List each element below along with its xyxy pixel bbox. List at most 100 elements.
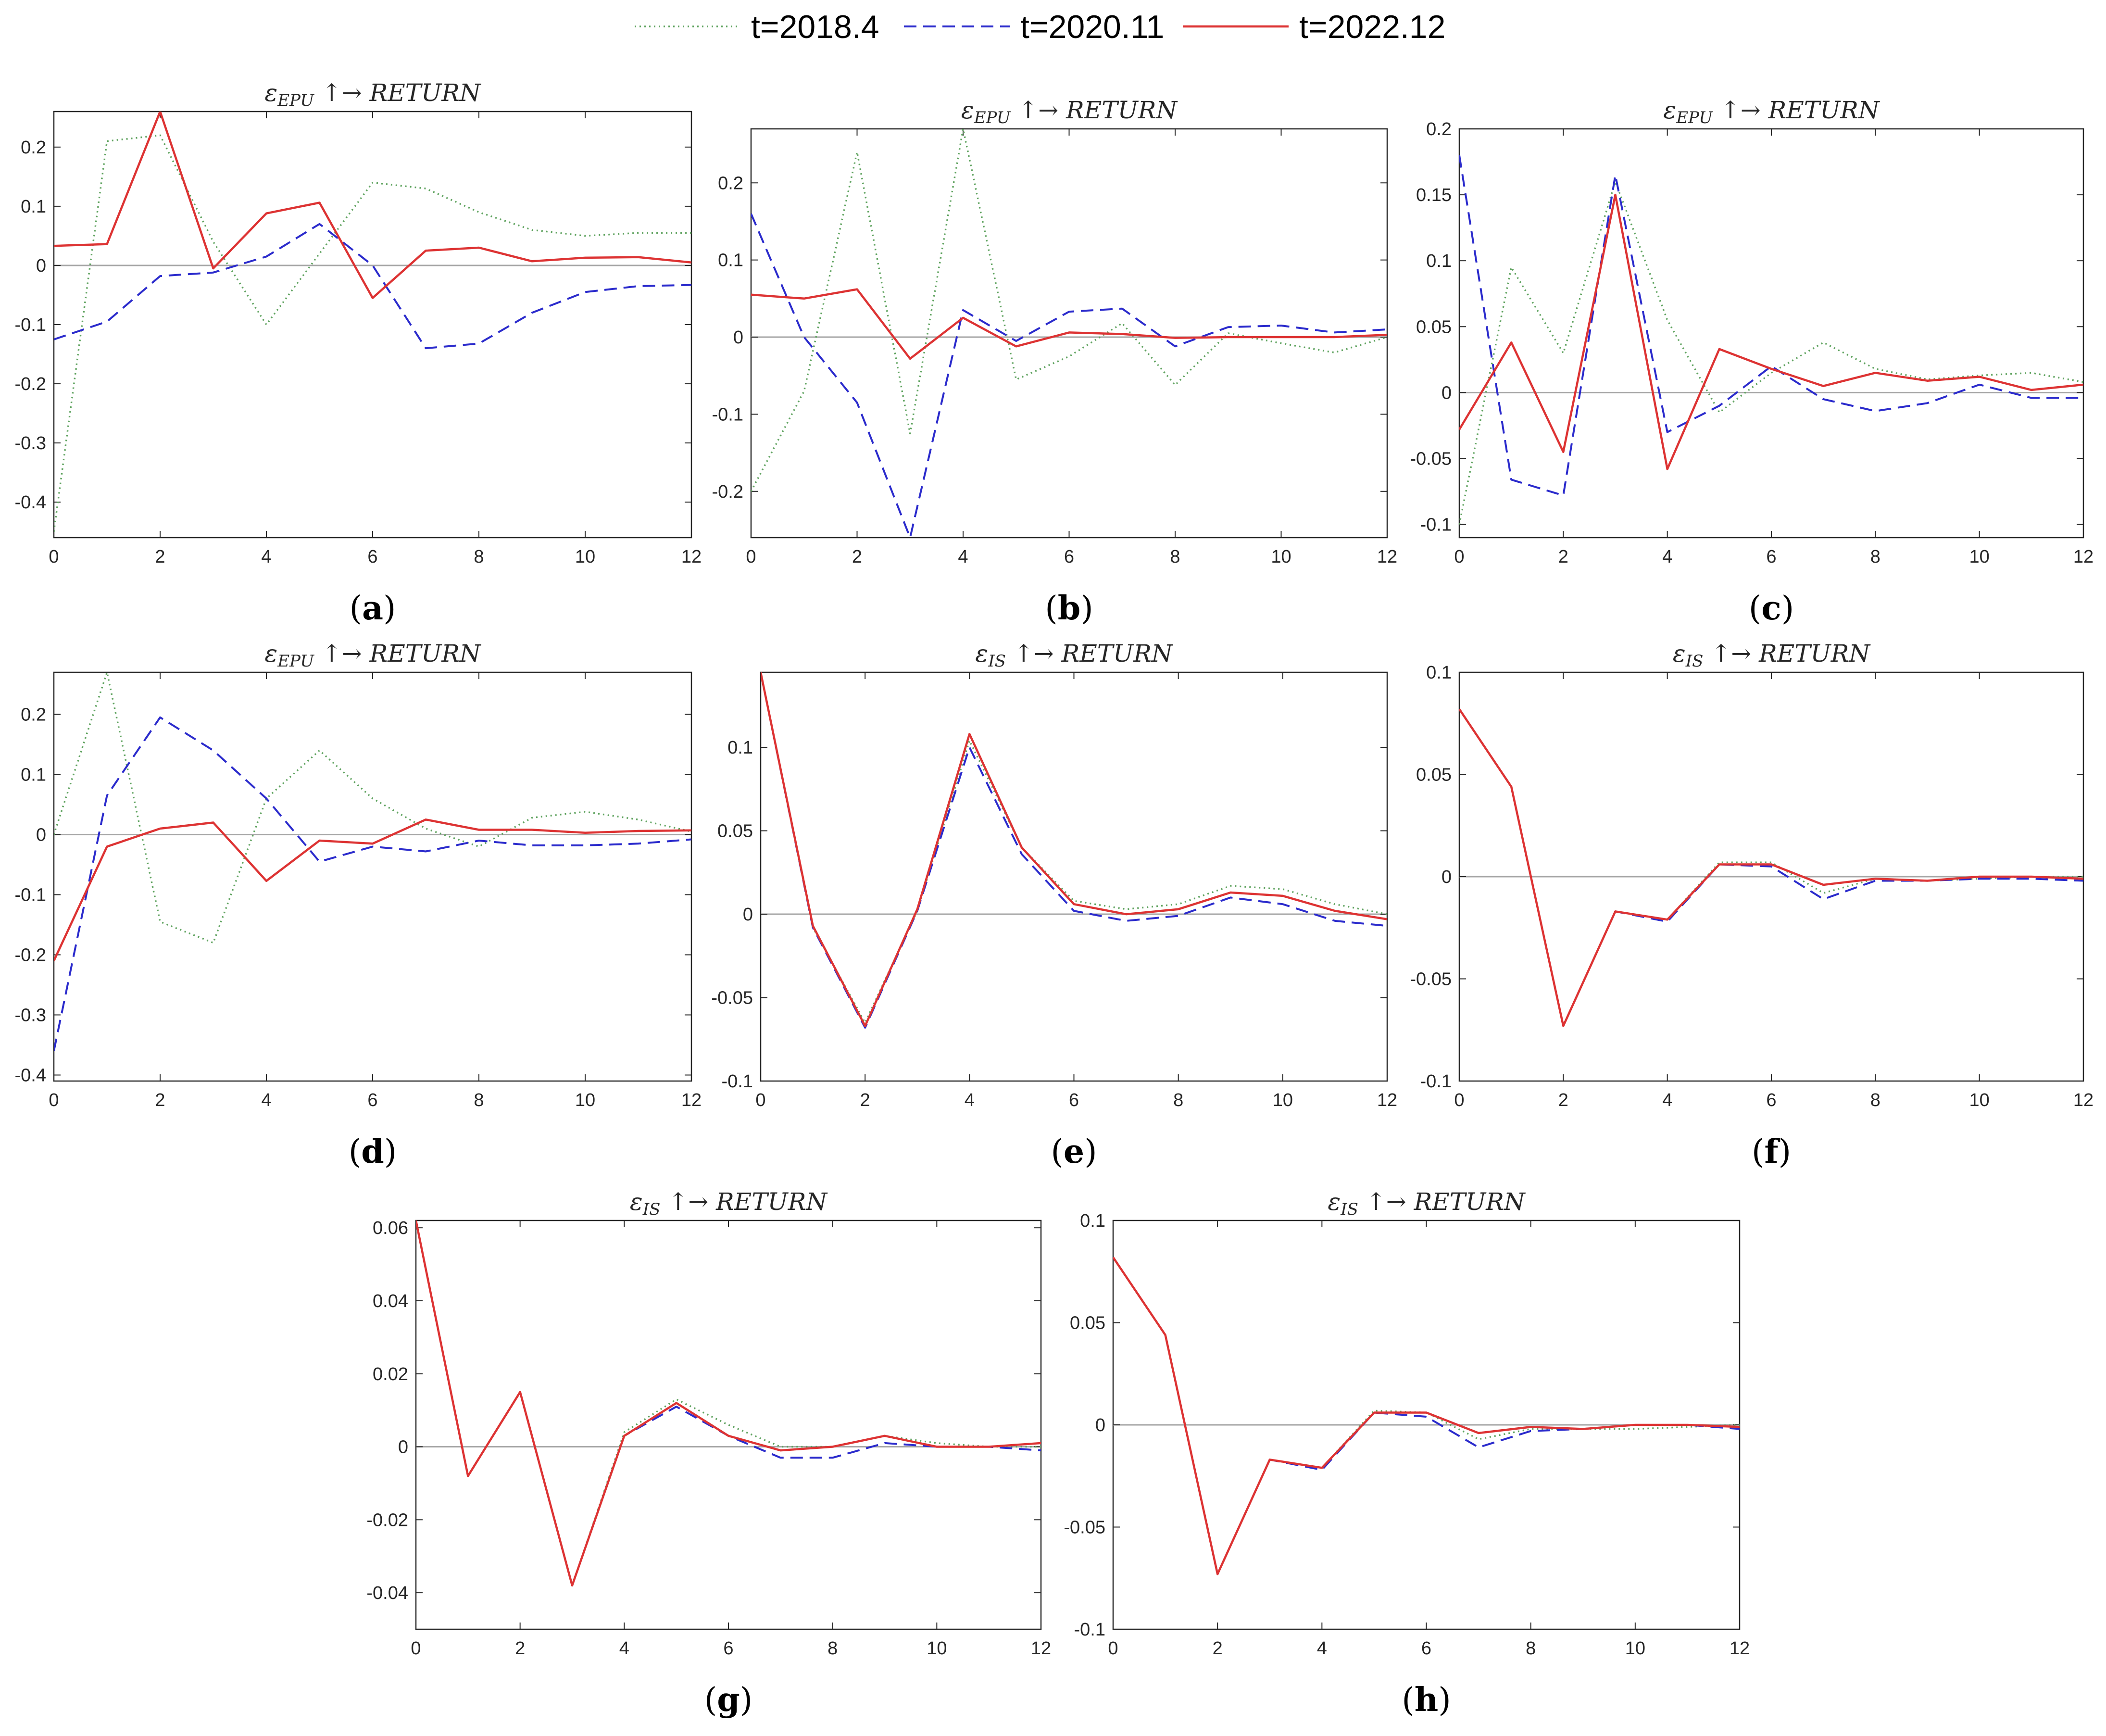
x-tick-label: 0: [746, 547, 756, 567]
subfigure-label: (h): [1402, 1681, 1451, 1719]
x-tick-label: 2: [1558, 547, 1568, 567]
subfigure-label: (c): [1749, 589, 1794, 628]
y-tick-label: -0.05: [1410, 969, 1452, 990]
y-tick-label: -0.2: [15, 374, 46, 394]
y-tick-label: 0.04: [373, 1291, 408, 1311]
y-tick-label: -0.1: [15, 885, 46, 906]
x-tick-label: 6: [1069, 1090, 1079, 1110]
legend-entry: t=2022.12: [1183, 9, 1445, 45]
panel-title: εEPU ↑→ RETURN: [264, 79, 481, 110]
x-tick-label: 8: [1526, 1638, 1536, 1659]
subfigure-label: (f): [1752, 1132, 1791, 1171]
panel-h: 0 2 4 6 8 10 12 0.1 0.05 0 -0.05 -0.1 εIS ↑→ RETURN (…: [1064, 1188, 1750, 1719]
x-tick-label: 12: [681, 547, 702, 567]
panel-title: εEPU ↑→ RETURN: [1663, 96, 1880, 127]
x-tick-label: 2: [515, 1638, 525, 1659]
x-tick-label: 6: [723, 1638, 733, 1659]
series-line-t=2022.12: [751, 288, 1387, 360]
x-tick-label: 0: [1108, 1638, 1118, 1659]
subfigure-label: (a): [349, 589, 396, 628]
y-tick-label: 0.1: [718, 251, 743, 271]
y-tick-label: 0.05: [717, 821, 753, 842]
plot-frame: [53, 111, 692, 539]
y-tick-label: 0: [1442, 383, 1452, 403]
y-tick-label: -0.1: [712, 404, 743, 425]
y-tick-label: 0.1: [21, 197, 46, 217]
x-tick-label: 6: [367, 547, 377, 567]
x-tick-label: 4: [958, 547, 968, 567]
x-tick-label: 0: [411, 1638, 421, 1659]
legend-entry: t=2018.4: [635, 9, 879, 45]
series-line-t=2018.4: [54, 672, 691, 944]
panel-title: εIS ↑→ RETURN: [1673, 640, 1871, 671]
x-tick-label: 10: [1273, 1090, 1293, 1110]
panel-f: 0 2 4 6 8 10 12 0.1 0.05 0 -0.05 -0.1 εIS ↑→ RETURN (…: [1410, 640, 2093, 1171]
series-line-t=2018.4: [1459, 180, 2083, 525]
series-line-t=2018.4: [416, 1220, 1041, 1586]
x-tick-label: 10: [927, 1638, 947, 1659]
series-line-t=2022.12: [1113, 1257, 1740, 1575]
y-tick-label: -0.05: [1064, 1518, 1105, 1538]
y-tick-label: 0.2: [21, 705, 46, 725]
series-line-t=2020.11: [416, 1220, 1041, 1586]
series-line-t=2020.11: [1459, 155, 2083, 497]
series-line-t=2022.12: [54, 818, 691, 961]
y-tick-label: -0.4: [15, 492, 46, 513]
x-tick-label: 8: [827, 1638, 838, 1659]
x-tick-label: 10: [1625, 1638, 1645, 1659]
y-tick-label: -0.4: [15, 1066, 46, 1086]
panel-d: 0 2 4 6 8 10 12 0.2 0.1 0 -0.1 -0.2 -0.3 -0.4 εEPU ↑→ …: [15, 640, 702, 1171]
y-tick-label: 0: [733, 327, 743, 348]
y-tick-label: 0: [1442, 867, 1452, 887]
panel-title: εIS ↑→ RETURN: [975, 640, 1173, 671]
y-tick-label: 0.1: [1426, 251, 1452, 271]
x-tick-label: 8: [1870, 547, 1880, 567]
y-tick-label: 0: [743, 905, 753, 925]
x-tick-label: 0: [49, 547, 59, 567]
x-tick-label: 12: [1031, 1638, 1051, 1659]
series-line-t=2020.11: [54, 716, 691, 1051]
panel-title: εEPU ↑→ RETURN: [264, 640, 481, 671]
y-tick-label: 0.2: [718, 173, 743, 193]
subfigure-label: (d): [349, 1132, 397, 1171]
panel-title: εEPU ↑→ RETURN: [961, 96, 1178, 127]
legend-label: t=2022.12: [1299, 9, 1445, 45]
panel-b: 0 2 4 6 8 10 12 0.2 0.1 0 -0.1 -0.2 εEPU ↑→ RETURN (b…: [712, 96, 1398, 628]
x-tick-label: 12: [681, 1090, 702, 1110]
x-tick-label: 0: [49, 1090, 59, 1110]
x-tick-label: 6: [1421, 1638, 1431, 1659]
x-tick-label: 6: [1766, 547, 1776, 567]
x-tick-label: 2: [155, 547, 165, 567]
y-tick-label: 0.2: [21, 138, 46, 158]
panel-c: 0 2 4 6 8 10 12 0.2 0.15 0.1 0.05 0 -0.05 -0.1 εEPU ↑→…: [1410, 96, 2093, 628]
x-tick-label: 4: [965, 1090, 975, 1110]
y-tick-label: -0.2: [15, 945, 46, 966]
panel-e: 0 2 4 6 8 10 12 0.1 0.05 0 -0.05 -0.1 εIS ↑→ RETURN (…: [711, 640, 1397, 1171]
y-tick-label: -0.05: [1410, 449, 1452, 469]
x-tick-label: 12: [1377, 547, 1397, 567]
panel-title: εIS ↑→ RETURN: [630, 1188, 828, 1219]
x-tick-label: 0: [755, 1090, 765, 1110]
y-tick-label: 0.05: [1416, 317, 1452, 337]
y-tick-label: 0.05: [1070, 1313, 1105, 1333]
x-tick-label: 8: [1870, 1090, 1880, 1110]
x-tick-label: 2: [1213, 1638, 1223, 1659]
series-line-t=2022.12: [1459, 708, 2083, 1027]
x-tick-label: 4: [1662, 547, 1672, 567]
x-tick-label: 2: [852, 547, 862, 567]
y-tick-label: 0.1: [1080, 1211, 1105, 1231]
legend-label: t=2018.4: [751, 9, 879, 45]
y-tick-label: 0.05: [1416, 765, 1452, 785]
y-tick-label: -0.2: [712, 482, 743, 502]
y-tick-label: 0.06: [373, 1218, 408, 1238]
x-tick-label: 6: [1064, 547, 1074, 567]
series-line-t=2022.12: [1459, 193, 2083, 470]
series-line-t=2018.4: [761, 672, 1387, 1024]
x-tick-label: 10: [575, 547, 595, 567]
y-tick-label: -0.1: [1420, 1071, 1452, 1092]
subfigure-label: (e): [1051, 1132, 1097, 1171]
y-tick-label: 0.1: [1426, 663, 1452, 683]
y-tick-label: 0.2: [1426, 119, 1452, 139]
series-line-t=2022.12: [54, 112, 691, 299]
